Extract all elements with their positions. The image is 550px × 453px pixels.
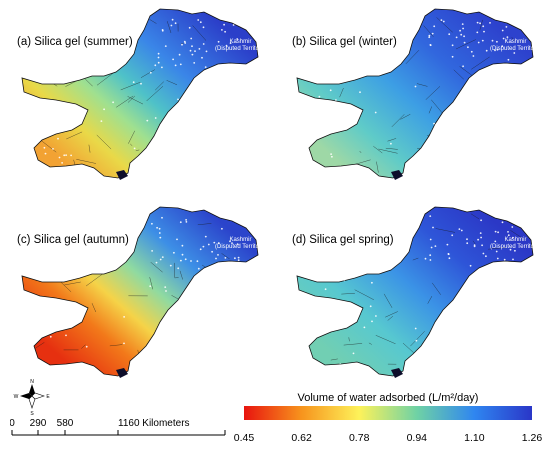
kashmir-label-b: Kashmir (Disputed Territory) (490, 39, 541, 52)
map-panel-b: (b) Silica gel (winter) Kashmir (Dispute… (275, 0, 550, 200)
legend-tick-label: 0.62 (291, 432, 312, 444)
panel-title-b: (b) Silica gel (winter) (292, 36, 397, 48)
legend-tick-label: 1.10 (464, 432, 485, 444)
scale-tick-1160: 1160 Kilometers (118, 418, 190, 429)
scale-bar: N S E W 0 290 580 1160 Kilometers (9, 379, 226, 436)
color-legend: Volume of water adsorbed (L/m²/day) 0.45… (234, 392, 542, 447)
pakistan-map-d (296, 206, 534, 378)
kashmir-label-a: Kashmir (Disputed Territory) (215, 39, 266, 52)
scale-tick-290: 290 (30, 418, 47, 429)
legend-title: Volume of water adsorbed (L/m²/day) (297, 392, 479, 404)
panel-title-d: (d) Silica gel spring) (292, 234, 394, 246)
scale-tick-580: 580 (57, 418, 74, 429)
north-arrow-icon: N S E W (14, 379, 51, 417)
scale-bar-area: N S E W 0 290 580 1160 Kilometers (9, 378, 240, 448)
legend-tick-label: 0.78 (348, 432, 370, 444)
panel-title-c: (c) Silica gel (autumn) (17, 234, 129, 246)
map-panel-c: (c) Silica gel (autumn) Kashmir (Dispute… (0, 198, 275, 398)
legend-color-ramp (244, 406, 532, 420)
legend-tick-label: 1.26 (521, 432, 543, 444)
pakistan-map-b (296, 8, 534, 180)
compass-e: E (46, 394, 50, 400)
compass-n: N (30, 379, 34, 385)
map-panel-d: (d) Silica gel spring) Kashmir (Disputed… (275, 198, 550, 398)
compass-s: S (30, 411, 34, 417)
legend-tick-label: 0.94 (406, 432, 428, 444)
pakistan-map-c (21, 206, 259, 378)
scale-tick-0: 0 (10, 418, 15, 429)
compass-w: W (14, 394, 19, 400)
map-panel-a: (a) Silica gel (summer) Kashmir (Dispute… (0, 0, 275, 200)
pakistan-map-a (21, 8, 259, 180)
panel-title-a: (a) Silica gel (summer) (17, 36, 133, 48)
kashmir-label-d: Kashmir (Disputed Territory) (490, 237, 541, 250)
legend-tick-label: 0.45 (233, 432, 255, 444)
kashmir-label-c: Kashmir (Disputed Territory) (215, 237, 266, 250)
